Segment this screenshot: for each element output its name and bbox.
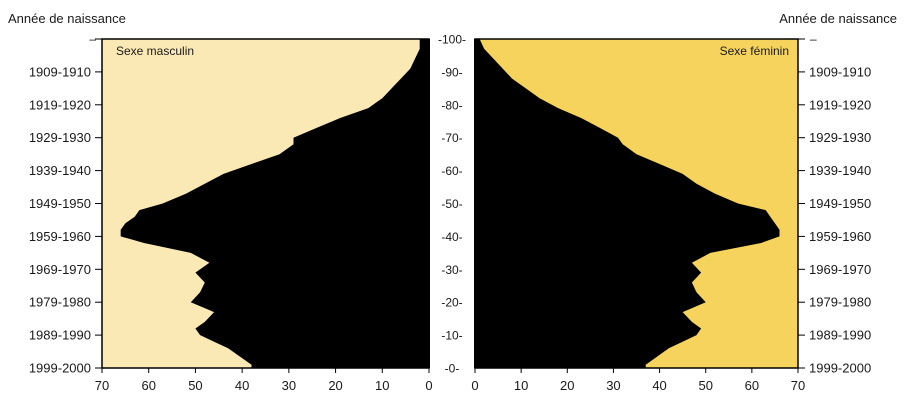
age-axis-strip	[429, 39, 475, 368]
female-population-area	[475, 39, 780, 368]
age-label: -30-	[441, 263, 462, 277]
age-label: -50-	[441, 197, 462, 211]
right-birth-year-label: 1989-1990	[809, 328, 871, 343]
left-x-tick-label: 60	[141, 378, 155, 393]
right-x-tick-label: 20	[560, 378, 574, 393]
age-label: -90-	[441, 65, 462, 79]
right-x-tick-label: 0	[471, 378, 478, 393]
left-birth-year-label: 1949-1950	[29, 196, 91, 211]
right-x-tick-label: 30	[606, 378, 620, 393]
left-x-tick-label: 10	[375, 378, 389, 393]
age-label: -100-	[438, 33, 466, 47]
male-population-area	[120, 39, 429, 368]
left-birth-year-label: 1929-1930	[29, 130, 91, 145]
tick-labels: 1909-1910 1909-1910 1919-1920 1919-1920 1929…	[29, 32, 871, 393]
left-birth-year-label: 1989-1990	[29, 328, 91, 343]
age-label: -20-	[441, 296, 462, 310]
left-birth-year-label: 1979-1980	[29, 295, 91, 310]
right-x-tick-label: 60	[745, 378, 759, 393]
right-top-dash-label: –	[810, 32, 817, 46]
age-label: -0-	[445, 362, 460, 376]
left-x-tick-label: 70	[95, 378, 109, 393]
age-label: -80-	[441, 98, 462, 112]
right-x-tick-label: 40	[652, 378, 666, 393]
right-birth-year-label: 1979-1980	[809, 295, 871, 310]
right-birth-year-label: 1939-1940	[809, 163, 871, 178]
age-label: -60-	[441, 164, 462, 178]
left-birth-year-label: 1919-1920	[29, 97, 91, 112]
male-panel-label: Sexe masculin	[116, 44, 194, 58]
age-label: -70-	[441, 131, 462, 145]
left-x-tick-label: 30	[282, 378, 296, 393]
right-birth-year-label: 1949-1950	[809, 196, 871, 211]
age-label: -10-	[441, 329, 462, 343]
right-x-tick-label: 10	[514, 378, 528, 393]
left-birth-year-label: 1999-2000	[29, 361, 91, 376]
left-birth-year-header: Année de naissance	[8, 11, 126, 26]
female-panel-label: Sexe féminin	[720, 44, 789, 58]
left-birth-year-label: 1909-1910	[29, 64, 91, 79]
left-birth-year-label: 1959-1960	[29, 229, 91, 244]
right-birth-year-label: 1929-1930	[809, 130, 871, 145]
right-birth-year-label: 1959-1960	[809, 229, 871, 244]
right-birth-year-label: 1909-1910	[809, 64, 871, 79]
right-birth-year-label: 1999-2000	[809, 361, 871, 376]
left-top-dash-label: –	[89, 32, 96, 46]
left-birth-year-label: 1939-1940	[29, 163, 91, 178]
left-x-tick-label: 40	[235, 378, 249, 393]
right-x-tick-label: 50	[698, 378, 712, 393]
right-birth-year-label: 1919-1920	[809, 97, 871, 112]
left-x-tick-label: 20	[328, 378, 342, 393]
left-x-tick-label: 50	[188, 378, 202, 393]
right-birth-year-label: 1969-1970	[809, 262, 871, 277]
tick-marks	[95, 38, 805, 373]
right-birth-year-header: Année de naissance	[779, 11, 897, 26]
panels	[101, 38, 799, 369]
right-x-tick-label: 70	[791, 378, 805, 393]
left-birth-year-label: 1969-1970	[29, 262, 91, 277]
age-label: -40-	[441, 230, 462, 244]
left-x-tick-label: 0	[425, 378, 432, 393]
